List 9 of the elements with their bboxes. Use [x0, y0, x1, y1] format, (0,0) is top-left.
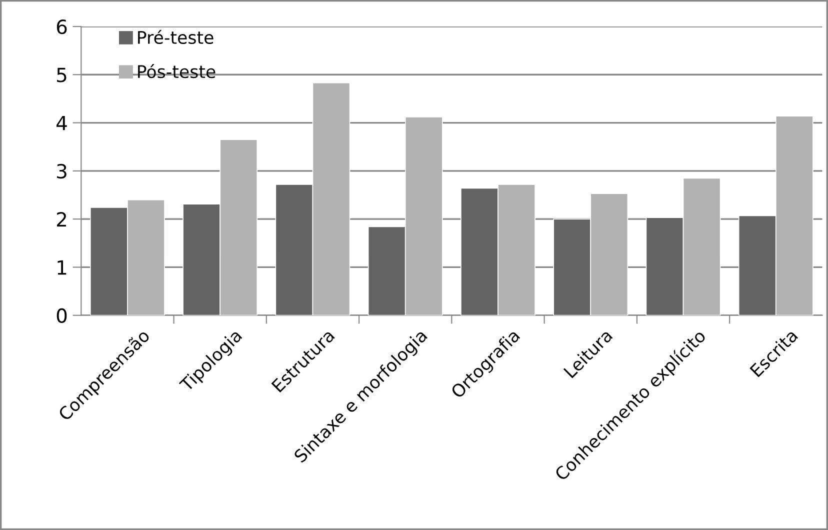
y-tick-label: 6	[56, 19, 67, 34]
y-tick-label: 3	[57, 164, 66, 179]
y-tick-label: 2	[57, 212, 66, 226]
y-tick-label: 5	[57, 68, 66, 82]
y-tick-label: 4	[56, 116, 67, 130]
legend-label: Pré-teste	[138, 30, 214, 44]
y-tick-label: 1	[58, 260, 66, 275]
legend-label: Pós-teste	[138, 64, 216, 78]
y-tick-label: 0	[56, 308, 67, 324]
